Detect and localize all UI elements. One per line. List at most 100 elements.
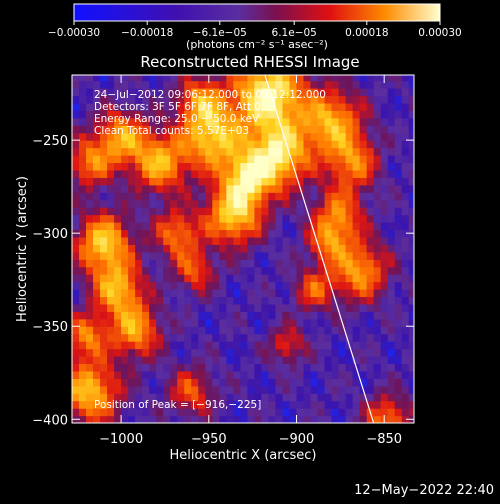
heatmap-cell <box>212 311 220 320</box>
heatmap-cell <box>359 80 368 89</box>
heatmap-cell <box>261 147 270 156</box>
heatmap-cell <box>240 229 248 238</box>
heatmap-cell <box>345 274 354 283</box>
heatmap-cell <box>317 95 326 104</box>
heatmap-cell <box>93 229 101 238</box>
heatmap-cell <box>156 356 164 365</box>
heatmap-cell <box>373 184 382 193</box>
heatmap-cell <box>170 333 178 342</box>
heatmap-cell <box>310 117 319 126</box>
heatmap-cell <box>184 102 192 111</box>
heatmap-cell <box>149 341 157 350</box>
heatmap-cell <box>324 222 333 231</box>
heatmap-cell <box>128 207 136 216</box>
heatmap-cell <box>254 207 263 216</box>
heatmap-cell <box>79 236 87 245</box>
heatmap-cell <box>177 155 185 164</box>
heatmap-cell <box>254 393 263 402</box>
heatmap-cell <box>296 177 305 186</box>
heatmap-cell <box>121 333 129 342</box>
heatmap-cell <box>373 80 382 89</box>
heatmap-cell <box>247 415 255 423</box>
heatmap-cell <box>226 214 234 223</box>
heatmap-cell <box>310 88 319 97</box>
heatmap-cell <box>93 125 101 134</box>
heatmap-cell <box>212 244 220 253</box>
heatmap-cell <box>93 289 101 298</box>
heatmap-cell <box>142 110 150 119</box>
heatmap-cell <box>100 244 108 253</box>
heatmap-cell <box>282 318 291 327</box>
heatmap-cell <box>79 229 87 238</box>
heatmap-cell <box>380 80 389 89</box>
heatmap-cell <box>345 266 354 275</box>
heatmap-cell <box>114 259 122 268</box>
heatmap-cell <box>135 88 143 97</box>
heatmap-cell <box>212 199 220 208</box>
heatmap-cell <box>261 207 270 216</box>
heatmap-cell <box>282 251 291 260</box>
heatmap-cell <box>86 363 94 372</box>
heatmap-cell <box>212 296 220 305</box>
heatmap-cell <box>149 259 157 268</box>
heatmap-cell <box>177 125 185 134</box>
heatmap-cell <box>135 184 143 193</box>
heatmap-cell <box>282 348 291 357</box>
heatmap-cell <box>359 110 368 119</box>
heatmap-cell <box>401 289 410 298</box>
heatmap-cell <box>317 341 326 350</box>
heatmap-cell <box>289 363 298 372</box>
heatmap-cell <box>233 274 241 283</box>
heatmap-cell <box>128 318 136 327</box>
heatmap-cell <box>219 326 227 335</box>
heatmap-cell <box>100 214 108 223</box>
heatmap-cell <box>128 199 136 208</box>
heatmap-cell <box>121 236 129 245</box>
heatmap-cell <box>121 393 129 402</box>
heatmap-cell <box>331 222 340 231</box>
heatmap-cell <box>310 184 319 193</box>
heatmap-cell <box>373 147 382 156</box>
heatmap-cell <box>149 184 157 193</box>
heatmap-cell <box>212 326 220 335</box>
heatmap-cell <box>345 75 354 82</box>
heatmap-cell <box>303 333 312 342</box>
heatmap-cell <box>121 363 129 372</box>
heatmap-cell <box>177 393 185 402</box>
heatmap-cell <box>177 251 185 260</box>
heatmap-cell <box>128 251 136 260</box>
heatmap-cell <box>366 415 375 423</box>
heatmap-cell <box>247 140 255 149</box>
heatmap-cell <box>345 408 354 417</box>
heatmap-cell <box>142 408 150 417</box>
heatmap-cell <box>359 132 368 141</box>
heatmap-cell <box>191 229 199 238</box>
heatmap-cell <box>275 289 284 298</box>
heatmap-cell <box>317 348 326 357</box>
heatmap-cell <box>373 140 382 149</box>
heatmap-cell <box>184 184 192 193</box>
heatmap-cell <box>345 214 354 223</box>
heatmap-cell <box>387 259 396 268</box>
heatmap-cell <box>394 236 403 245</box>
heatmap-cell <box>261 318 270 327</box>
heatmap-cell <box>359 75 368 82</box>
heatmap-cell <box>135 95 143 104</box>
heatmap-cell <box>261 393 270 402</box>
heatmap-cell <box>170 95 178 104</box>
heatmap-cell <box>408 125 414 134</box>
heatmap-cell <box>93 259 101 268</box>
heatmap-cell <box>107 199 115 208</box>
heatmap-cell <box>163 348 171 357</box>
heatmap-cell <box>247 281 255 290</box>
heatmap-cell <box>380 140 389 149</box>
heatmap-cell <box>100 356 108 365</box>
heatmap-cell <box>184 289 192 298</box>
heatmap-cell <box>86 318 94 327</box>
heatmap-cell <box>100 184 108 193</box>
heatmap-cell <box>205 311 213 320</box>
heatmap-cell <box>212 147 220 156</box>
heatmap-cell <box>310 95 319 104</box>
heatmap-cell <box>142 341 150 350</box>
heatmap-cell <box>275 80 284 89</box>
